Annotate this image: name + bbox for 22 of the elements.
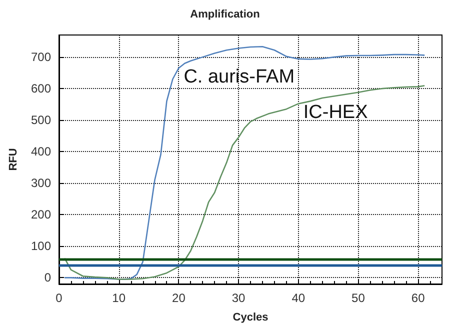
x-tick-label: 10 [112, 291, 126, 305]
y-tick-label: 700 [30, 50, 52, 64]
y-tick-label: 400 [30, 144, 52, 159]
y-tick-label: 100 [30, 239, 52, 254]
x-axis-title: Cycles [232, 312, 268, 324]
y-tick-label: 0 [44, 270, 52, 285]
x-tick-label: 60 [411, 291, 426, 305]
x-tick-label: 20 [172, 291, 186, 305]
line-series [64, 46, 425, 280]
x-tick-label: 0 [56, 291, 63, 305]
y-tick-label: 500 [30, 113, 52, 128]
y-tick-label: 200 [30, 208, 52, 222]
chart-title: Amplification [190, 8, 260, 20]
y-tick-label: 600 [30, 82, 52, 96]
y-tick-label: 300 [30, 176, 52, 190]
y-axis-title: RFU [8, 148, 20, 171]
line-series [64, 85, 425, 280]
x-tick-label: 50 [352, 291, 366, 305]
series-label: C. auris-FAM [184, 66, 295, 88]
x-tick-label: 40 [292, 291, 306, 305]
series-label: IC-HEX [303, 102, 368, 124]
x-tick-label: 30 [232, 291, 246, 305]
